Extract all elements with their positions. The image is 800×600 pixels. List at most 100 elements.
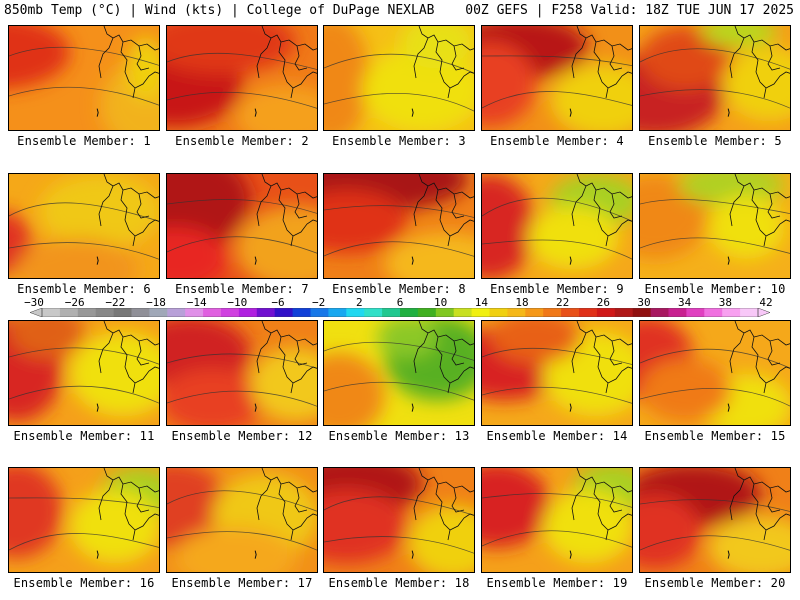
temperature-region (550, 63, 632, 130)
temperature-region (16, 237, 139, 278)
height-contour (640, 89, 790, 109)
colorbar-swatch (42, 308, 61, 317)
temperature-field (640, 468, 790, 572)
temperature-region (324, 26, 370, 130)
ensemble-member-label: Ensemble Member: 14 (486, 429, 628, 443)
wind-barb (411, 403, 414, 412)
colorbar-swatch (238, 308, 258, 317)
height-contour (167, 390, 317, 407)
height-contour (9, 202, 159, 222)
height-contour (9, 46, 159, 66)
temperature-region (9, 321, 85, 359)
temperature-field (482, 174, 632, 278)
temperature-region (362, 47, 474, 130)
coastline (413, 321, 474, 394)
temperature-field (9, 174, 159, 278)
colorbar-swatch (543, 308, 562, 317)
colorbar-swatch (525, 308, 544, 317)
height-contour (324, 205, 474, 218)
height-contour (167, 236, 317, 254)
ensemble-member-label: Ensemble Member: 7 (175, 282, 309, 296)
temperature-field (324, 321, 474, 425)
ensemble-member-label: Ensemble Member: 4 (490, 134, 624, 148)
height-contour (167, 52, 317, 70)
ensemble-member-label: Ensemble Member: 9 (490, 282, 624, 296)
coastline (571, 468, 632, 541)
ensemble-member-label: Ensemble Member: 10 (644, 282, 786, 296)
temperature-region (69, 489, 159, 564)
height-contour (9, 347, 159, 365)
height-contour (482, 530, 632, 548)
ensemble-map-panel (323, 320, 475, 426)
colorbar-swatch (722, 308, 741, 317)
ensemble-map-panel (639, 25, 791, 131)
coastline (98, 174, 159, 247)
temperature-region (384, 232, 474, 278)
temperature-region (708, 195, 785, 259)
ensemble-member-label: Ensemble Member: 12 (171, 429, 313, 443)
ensemble-map-panel (166, 173, 318, 279)
height-contour (482, 386, 632, 404)
colorbar-swatch (185, 308, 204, 317)
colorbar-tick-label: −22 (105, 296, 126, 309)
height-contour (482, 239, 632, 260)
height-contour (482, 347, 632, 365)
colorbar-swatch (310, 308, 329, 317)
colorbar-tick-label: −14 (186, 296, 207, 309)
colorbar-swatch (453, 308, 473, 317)
wind-barb (254, 403, 257, 412)
wind-barb (411, 108, 414, 117)
height-contour (640, 199, 790, 215)
colorbar-swatch (740, 308, 759, 317)
colorbar-swatch (668, 308, 687, 317)
coastline (98, 26, 159, 99)
colorbar-tick-label: −30 (24, 296, 44, 309)
coastline (256, 321, 317, 394)
colorbar-swatch (221, 308, 240, 317)
colorbar-tick-label: 42 (759, 296, 773, 309)
ensemble-map-panel (639, 467, 791, 573)
colorbar-swatch (131, 308, 150, 317)
ensemble-map-panel (481, 25, 633, 131)
ensemble-map-panel (8, 173, 160, 279)
temperature-region (127, 36, 159, 101)
colorbar-swatch (417, 308, 437, 317)
coastline (98, 468, 159, 541)
temperature-region (700, 26, 777, 48)
temperature-region (640, 26, 732, 90)
colorbar-swatch (579, 308, 598, 317)
temperature-field (482, 468, 632, 564)
height-contour (167, 199, 317, 214)
wind-barb (96, 403, 99, 412)
height-contour (9, 385, 159, 404)
height-contour (167, 531, 317, 551)
coastline (98, 321, 159, 394)
height-contour (9, 533, 159, 551)
temperature-field (167, 26, 317, 130)
height-contour (324, 496, 474, 516)
temperature-field (640, 26, 790, 130)
colorbar-swatch (95, 308, 115, 317)
height-contour (482, 197, 632, 222)
temperature-region (482, 41, 536, 127)
colorbar-max-arrow (757, 308, 770, 317)
coastline (729, 174, 790, 247)
ensemble-member-label: Ensemble Member: 17 (171, 576, 313, 590)
colorbar-swatch (704, 308, 723, 317)
colorbar-swatch (686, 308, 705, 317)
colorbar-swatch (167, 308, 186, 317)
wind-barb (411, 256, 414, 265)
coastline (413, 174, 474, 247)
colorbar-swatch (59, 308, 79, 317)
height-contour (324, 381, 474, 401)
colorbar-swatch (346, 308, 365, 317)
height-contour (482, 55, 632, 67)
temperature-region (9, 468, 63, 559)
wind-barb (569, 256, 572, 265)
ensemble-map-panel (166, 320, 318, 426)
colorbar-tick-label: −18 (146, 296, 166, 309)
coastline (256, 468, 317, 541)
coastline (571, 26, 632, 99)
coastline (729, 26, 790, 99)
temperature-region (407, 505, 474, 572)
